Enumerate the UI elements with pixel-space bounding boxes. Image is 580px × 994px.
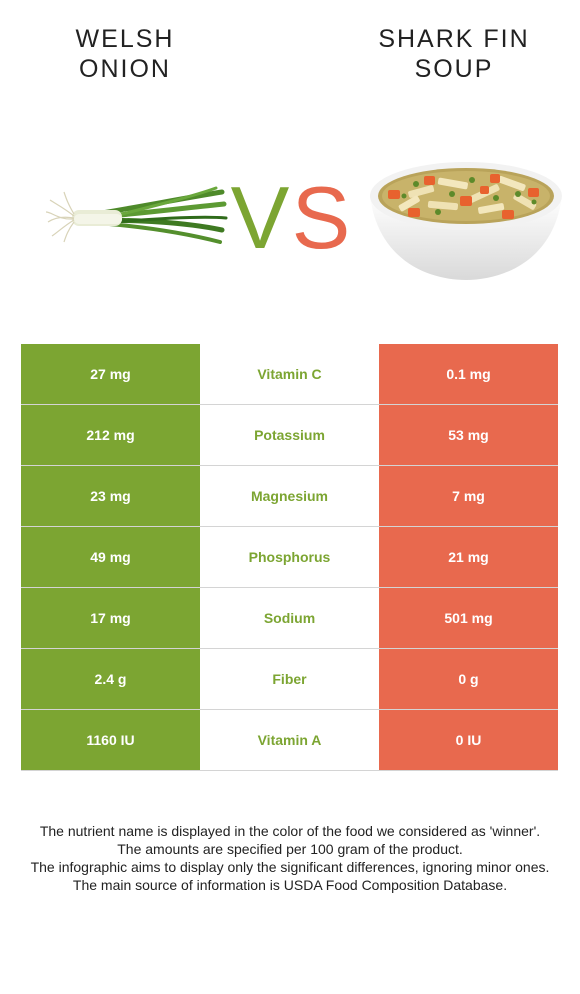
footer-line-1: The nutrient name is displayed in the co…	[39, 823, 541, 839]
welsh-onion-image	[45, 186, 228, 244]
vs-letter-s: S	[292, 168, 351, 258]
right-food-value: 0 g	[379, 649, 558, 709]
left-food-value: 23 mg	[21, 466, 200, 526]
right-food-title: SHARK FIN SOUP	[344, 24, 564, 84]
nutrient-name: Phosphorus	[200, 527, 379, 587]
table-row: 2.4 g Fiber 0 g	[21, 649, 558, 710]
table-row: 212 mg Potassium 53 mg	[21, 405, 558, 466]
right-food-value: 501 mg	[379, 588, 558, 648]
nutrient-name: Fiber	[200, 649, 379, 709]
table-row: 23 mg Magnesium 7 mg	[21, 466, 558, 527]
left-title-line2: ONION	[79, 55, 171, 83]
left-food-value: 17 mg	[21, 588, 200, 648]
left-food-value: 212 mg	[21, 405, 200, 465]
right-food-value: 0.1 mg	[379, 344, 558, 404]
table-row: 49 mg Phosphorus 21 mg	[21, 527, 558, 588]
footer-line-3: The infographic aims to display only the…	[30, 859, 550, 875]
right-food-value: 53 mg	[379, 405, 558, 465]
left-food-value: 2.4 g	[21, 649, 200, 709]
nutrient-comparison-table: 27 mg Vitamin C 0.1 mg 212 mg Potassium 53 mg…	[21, 344, 558, 771]
nutrient-name: Magnesium	[200, 466, 379, 526]
nutrient-name: Sodium	[200, 588, 379, 648]
table-row: 17 mg Sodium 501 mg	[21, 588, 558, 649]
nutrient-name: Potassium	[200, 405, 379, 465]
left-food-title: WELSH ONION	[15, 24, 235, 84]
left-food-value: 27 mg	[21, 344, 200, 404]
nutrient-name: Vitamin C	[200, 344, 379, 404]
footer-line-4: The main source of information is USDA F…	[72, 877, 508, 893]
left-food-value: 1160 IU	[21, 710, 200, 770]
left-title-line1: WELSH	[75, 25, 175, 53]
right-food-value: 21 mg	[379, 527, 558, 587]
nutrient-name: Vitamin A	[200, 710, 379, 770]
footer-line-2: The amounts are specified per 100 gram o…	[117, 841, 463, 857]
right-title-line2: SOUP	[414, 55, 494, 83]
right-food-value: 0 IU	[379, 710, 558, 770]
footer-notes: The nutrient name is displayed in the co…	[20, 822, 560, 894]
right-title-line1: SHARK FIN	[378, 25, 530, 53]
vs-letter-v: V	[231, 168, 290, 258]
left-food-value: 49 mg	[21, 527, 200, 587]
shark-fin-soup-bowl-image	[370, 162, 562, 280]
vs-label: V S	[231, 168, 351, 258]
table-row: 27 mg Vitamin C 0.1 mg	[21, 344, 558, 405]
right-food-value: 7 mg	[379, 466, 558, 526]
